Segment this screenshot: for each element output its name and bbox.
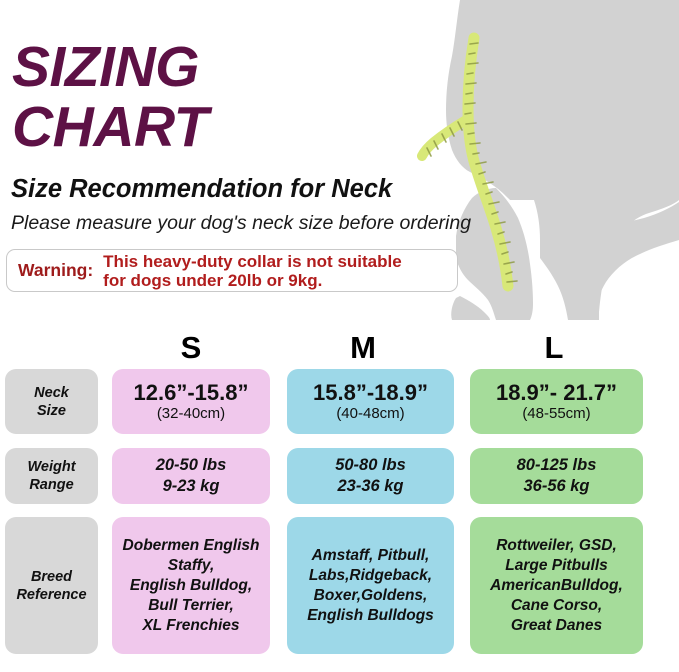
weight-medium-lbs: 50-80 lbs bbox=[335, 456, 406, 474]
weight-large-kg: 36-56 kg bbox=[523, 477, 590, 495]
cell-breed-small: Dobermen English Staffy, English Bulldog… bbox=[112, 517, 270, 654]
row-label-line1: Weight bbox=[27, 459, 76, 475]
size-header-row: S M L bbox=[0, 332, 679, 364]
cell-weight-large: 80-125 lbs 36-56 kg bbox=[470, 448, 643, 504]
cell-breed-large: Rottweiler, GSD, Large Pitbulls American… bbox=[470, 517, 643, 654]
breed-medium-line3: Boxer,Goldens, bbox=[313, 586, 428, 604]
weight-small-kg: 9-23 kg bbox=[162, 477, 220, 495]
warning-message-line2: for dogs under 20lb or 9kg. bbox=[103, 270, 323, 290]
page-title-line2: CHART bbox=[12, 95, 208, 159]
breed-small-line2: Staffy, bbox=[167, 556, 215, 574]
weight-large-lbs: 80-125 lbs bbox=[516, 456, 597, 474]
measure-instruction: Please measure your dog's neck size befo… bbox=[11, 212, 472, 234]
row-label-neck-size: Neck Size bbox=[5, 369, 98, 434]
cell-breed-medium: Amstaff, Pitbull, Labs,Ridgeback, Boxer,… bbox=[287, 517, 454, 654]
weight-medium-kg: 23-36 kg bbox=[337, 477, 404, 495]
sizing-table: Neck Size 12.6”-15.8” (32-40cm) 15.8”-18… bbox=[0, 369, 679, 654]
breed-small-line5: XL Frenchies bbox=[142, 616, 240, 634]
row-label-breed-reference: Breed Reference bbox=[5, 517, 98, 654]
row-label-line1: Breed bbox=[30, 568, 73, 585]
row-label-line1: Neck bbox=[34, 384, 69, 401]
header-block: SIZING CHART Size Recommendation for Nec… bbox=[0, 0, 480, 235]
size-header-large: L bbox=[544, 330, 564, 365]
warning-message-line1: This heavy-duty collar is not suitable bbox=[103, 251, 402, 271]
neck-size-small-inches: 12.6”-15.8” bbox=[133, 380, 249, 405]
breed-large-line3: AmericanBulldog, bbox=[490, 576, 623, 594]
subtitle: Size Recommendation for Neck bbox=[11, 175, 393, 203]
breed-small-line3: English Bulldog, bbox=[129, 576, 253, 594]
table-row-neck-size: Neck Size 12.6”-15.8” (32-40cm) 15.8”-18… bbox=[0, 369, 679, 434]
cell-neck-size-large: 18.9”- 21.7” (48-55cm) bbox=[470, 369, 643, 434]
table-row-breed-reference: Breed Reference Dobermen English Staffy,… bbox=[0, 517, 679, 654]
row-label-line2: Reference bbox=[16, 586, 87, 603]
breed-medium-line2: Labs,Ridgeback, bbox=[308, 566, 433, 584]
breed-large-line1: Rottweiler, GSD, bbox=[496, 536, 617, 554]
neck-size-small-cm: (32-40cm) bbox=[156, 405, 226, 422]
measuring-tape bbox=[417, 32, 518, 292]
warning-message: This heavy-duty collar is not suitable f… bbox=[103, 252, 402, 290]
breed-large-line5: Great Danes bbox=[510, 616, 603, 634]
breed-small-line1: Dobermen English bbox=[122, 536, 260, 554]
size-header-small: S bbox=[180, 330, 202, 365]
breed-large-line4: Cane Corso, bbox=[510, 596, 603, 614]
cell-neck-size-small: 12.6”-15.8” (32-40cm) bbox=[112, 369, 270, 434]
neck-size-medium-inches: 15.8”-18.9” bbox=[313, 380, 428, 405]
neck-size-large-inches: 18.9”- 21.7” bbox=[495, 380, 618, 405]
cell-weight-small: 20-50 lbs 9-23 kg bbox=[112, 448, 270, 504]
row-label-line2: Range bbox=[29, 477, 74, 493]
cell-neck-size-medium: 15.8”-18.9” (40-48cm) bbox=[287, 369, 454, 434]
cell-weight-medium: 50-80 lbs 23-36 kg bbox=[287, 448, 454, 504]
page-title-line1: SIZING bbox=[12, 35, 200, 99]
row-label-line2: Size bbox=[36, 402, 66, 419]
warning-box: Warning: This heavy-duty collar is not s… bbox=[6, 249, 458, 292]
size-header-medium: M bbox=[350, 330, 376, 365]
breed-medium-line1: Amstaff, Pitbull, bbox=[311, 546, 430, 564]
row-label-weight-range: Weight Range bbox=[5, 448, 98, 504]
breed-small-line4: Bull Terrier, bbox=[148, 596, 234, 614]
breed-medium-line4: English Bulldogs bbox=[307, 606, 434, 624]
warning-label: Warning: bbox=[18, 260, 94, 280]
dog-silhouette-shape bbox=[446, 0, 679, 320]
table-row-weight-range: Weight Range 20-50 lbs 9-23 kg 50-80 lbs… bbox=[0, 448, 679, 504]
neck-size-medium-cm: (40-48cm) bbox=[336, 405, 405, 422]
weight-small-lbs: 20-50 lbs bbox=[155, 456, 227, 474]
neck-size-large-cm: (48-55cm) bbox=[522, 405, 591, 422]
breed-large-line2: Large Pitbulls bbox=[505, 556, 608, 574]
dog-illustration bbox=[400, 0, 679, 320]
